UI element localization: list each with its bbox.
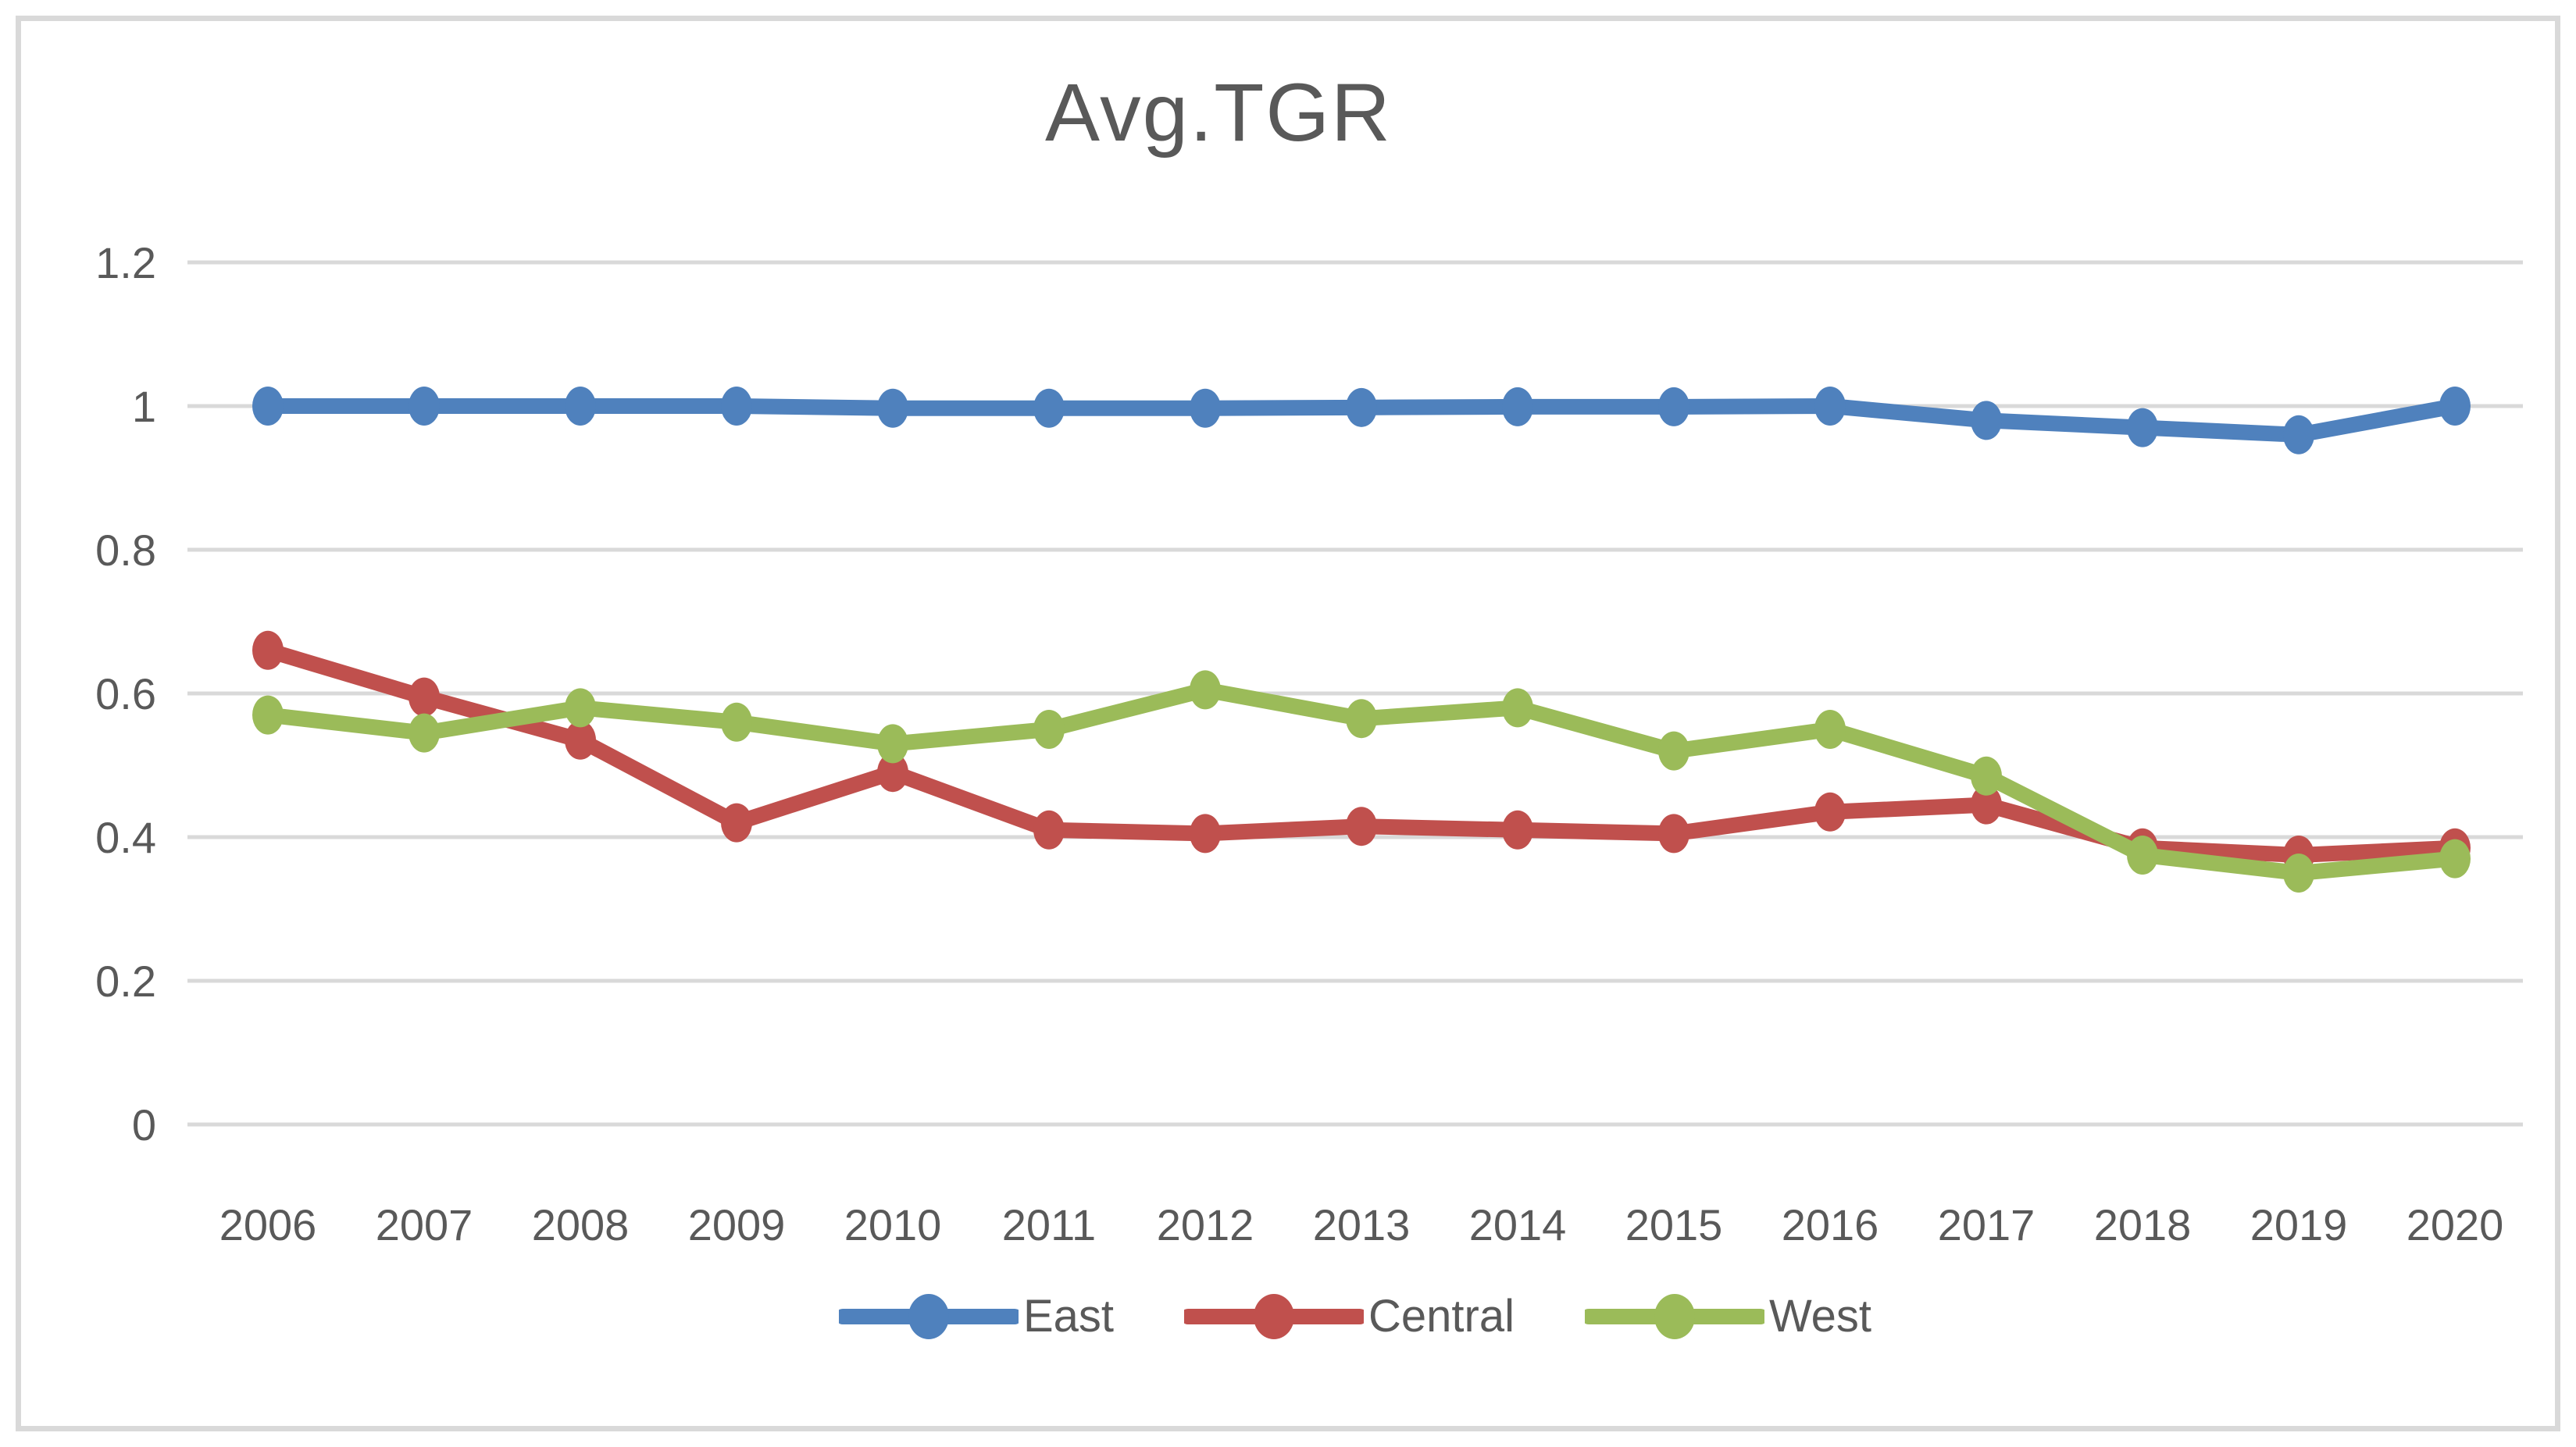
east-data-point-marker: [1971, 401, 2002, 440]
central-data-point-marker: [721, 803, 752, 843]
east-data-point-marker: [252, 387, 284, 426]
west-data-point-marker: [2439, 839, 2471, 879]
west-data-point-marker: [721, 702, 752, 742]
central-data-point-marker: [1346, 807, 1377, 846]
east-data-point-marker: [877, 388, 908, 428]
east-data-point-marker: [1502, 387, 1533, 426]
x-axis-tick-label: 2010: [844, 1200, 942, 1249]
central-data-point-marker: [1658, 814, 1689, 854]
legend-label: Central: [1368, 1291, 1515, 1342]
west-data-point-marker: [1971, 756, 2002, 796]
y-axis-tick-label: 0.4: [95, 813, 156, 862]
y-axis-tick-label: 0.6: [95, 669, 156, 718]
x-axis-tick-label: 2012: [1157, 1200, 1254, 1249]
east-data-point-marker: [2439, 387, 2471, 426]
x-axis-tick-label: 2011: [1002, 1200, 1096, 1249]
west-data-point-marker: [409, 713, 440, 753]
central-data-point-marker: [252, 630, 284, 670]
legend-label: West: [1768, 1291, 1872, 1342]
x-axis-tick-label: 2014: [1469, 1200, 1567, 1249]
west-data-point-marker: [1814, 710, 1846, 749]
east-data-point-marker: [1814, 387, 1846, 426]
west-data-point-marker: [2127, 836, 2158, 875]
legend-marker-west: [1584, 1293, 1764, 1339]
west-data-point-marker: [1502, 688, 1533, 728]
west-data-point-marker: [1658, 731, 1689, 771]
west-data-point-marker: [2283, 854, 2314, 893]
central-data-point-marker: [409, 677, 440, 717]
y-axis-tick-label: 1.2: [95, 238, 156, 287]
y-axis-tick-label: 0.2: [95, 957, 156, 1006]
legend-marker-east: [838, 1293, 1019, 1339]
east-data-point-marker: [721, 387, 752, 426]
west-data-point-marker: [565, 688, 596, 728]
x-axis-tick-label: 2020: [2407, 1200, 2504, 1249]
west-data-point-marker: [252, 695, 284, 735]
east-data-point-marker: [1346, 387, 1377, 427]
x-axis-tick-label: 2006: [219, 1200, 317, 1249]
y-axis-tick-label: 0.8: [95, 526, 156, 575]
central-data-point-marker: [1971, 785, 2002, 825]
y-axis-tick-label: 0: [132, 1100, 156, 1149]
x-axis-tick-label: 2007: [376, 1200, 473, 1249]
east-data-point-marker: [1033, 388, 1065, 428]
x-axis-tick-label: 2018: [2094, 1200, 2192, 1249]
central-data-point-marker: [1033, 810, 1065, 850]
west-data-point-marker: [1190, 670, 1221, 710]
x-axis-tick-label: 2009: [688, 1200, 786, 1249]
central-data-point-marker: [1502, 810, 1533, 850]
x-axis-tick-label: 2008: [532, 1200, 630, 1249]
x-axis-tick-label: 2017: [1938, 1200, 2035, 1249]
x-axis-tick-label: 2013: [1313, 1200, 1411, 1249]
x-axis-tick-label: 2019: [2250, 1200, 2348, 1249]
east-data-point-marker: [1190, 388, 1221, 428]
central-data-point-marker: [565, 720, 596, 760]
west-data-point-marker: [877, 724, 908, 764]
x-axis-tick-label: 2015: [1625, 1200, 1723, 1249]
legend-marker-central: [1184, 1293, 1364, 1339]
east-data-point-marker: [2283, 415, 2314, 454]
chart-title: Avg.TGR: [1045, 67, 1392, 159]
y-axis-tick-label: 1: [132, 382, 156, 431]
east-data-point-marker: [409, 387, 440, 426]
west-data-point-marker: [1346, 699, 1377, 739]
west-data-point-marker: [1033, 710, 1065, 749]
x-axis-tick-label: 2016: [1782, 1200, 1879, 1249]
legend-item-west: West: [1584, 1290, 1872, 1342]
central-data-point-marker: [1814, 792, 1846, 832]
east-data-point-marker: [565, 387, 596, 426]
central-data-point-marker: [1190, 814, 1221, 854]
east-data-point-marker: [1658, 387, 1689, 426]
east-data-point-marker: [2127, 408, 2158, 447]
legend-label: East: [1022, 1291, 1114, 1342]
chart-legend: East Central West: [187, 1290, 2523, 1342]
legend-item-central: Central: [1184, 1290, 1515, 1342]
legend-item-east: East: [838, 1290, 1114, 1342]
central-data-point-marker: [877, 753, 908, 793]
